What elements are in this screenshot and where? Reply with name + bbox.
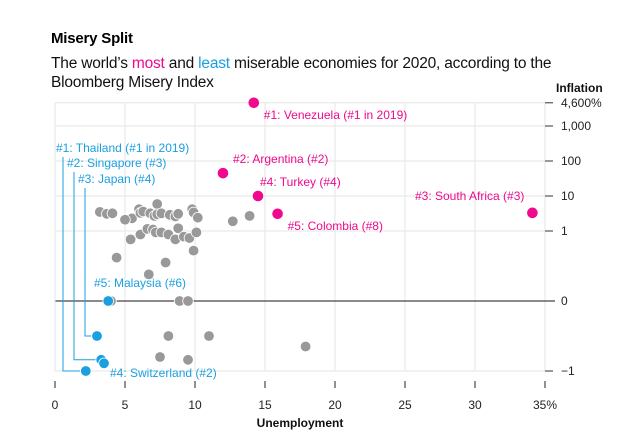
x-tick-label: 0 [52,398,59,412]
data-point-most [272,208,283,220]
data-point-other [172,222,184,234]
data-point-most [248,97,260,109]
data-point-other [227,215,239,227]
y-tick-label: 1,000 [561,119,591,133]
point-label-least: #1: Thailand (#1 in 2019) [56,141,189,155]
data-point-least [80,365,92,377]
x-tick-label: 35% [533,398,557,412]
subtitle-text-2: and [164,55,199,72]
data-point-other [299,340,312,353]
data-point-other [159,256,172,269]
data-point-other [182,295,194,307]
data-point-other [143,268,155,281]
y-tick-label: −1 [561,364,575,378]
y-tick-label: 100 [561,154,581,168]
point-label-least: #3: Japan (#4) [78,172,155,186]
highlighted-points [80,97,538,377]
subtitle-text-1: The world’s [51,55,132,72]
x-tick-label: 30 [468,398,482,412]
point-label-most: #2: Argentina (#2) [233,152,328,166]
data-point-other [162,330,175,342]
other-points [94,198,312,366]
data-point-other [190,226,203,239]
point-label-least: #4: Switzerland (#2) [110,366,217,380]
y-tick-label: 4,600% [561,96,602,110]
leader-line [62,157,86,372]
subtitle-most: most [131,55,165,72]
x-axis-title: Unemployment [257,416,344,430]
data-point-other [243,210,256,222]
y-axis-title: Inflation [556,81,603,95]
chart-subtitle: The world’s most and least miserable eco… [51,54,571,92]
data-point-other [110,251,123,264]
chart-title: Misery Split [51,30,133,47]
point-label-most: #5: Colombia (#8) [288,219,383,233]
leader-line [73,172,102,361]
data-point-least [102,295,114,307]
point-label-most: #3: South Africa (#3) [415,189,524,203]
data-point-most [252,190,264,202]
data-point-other [119,214,131,226]
data-point-other [172,208,184,220]
x-tick-label: 20 [328,398,342,412]
data-point-other [203,330,215,342]
data-point-other [106,207,119,220]
data-point-most [217,167,229,179]
data-point-other [124,233,137,246]
x-tick-label: 10 [188,398,202,412]
annotations: #1: Venezuela (#1 in 2019) #2: Argentina … [56,108,524,380]
point-label-most: #1: Venezuela (#1 in 2019) [264,108,407,122]
subtitle-least: least [198,55,230,72]
point-label-least: #5: Malaysia (#6) [94,276,186,290]
data-point-other [192,211,204,224]
data-point-other [154,351,166,363]
point-label-least: #2: Singapore (#3) [67,156,166,170]
point-label-most: #4: Turkey (#4) [260,175,341,189]
y-tick-label: 0 [561,294,568,308]
x-tick-label: 5 [122,398,129,412]
subtitle-text-3: miserable economies for 2020, according … [51,55,552,91]
x-tick-label: 15 [258,398,272,412]
data-point-least [91,330,103,342]
x-tick-label: 25 [398,398,412,412]
data-point-other [182,354,194,366]
data-point-other [187,244,200,257]
y-tick-label: 10 [561,189,575,203]
y-tick-label: 1 [561,224,568,238]
data-point-least [98,357,110,370]
data-point-most [527,207,538,219]
